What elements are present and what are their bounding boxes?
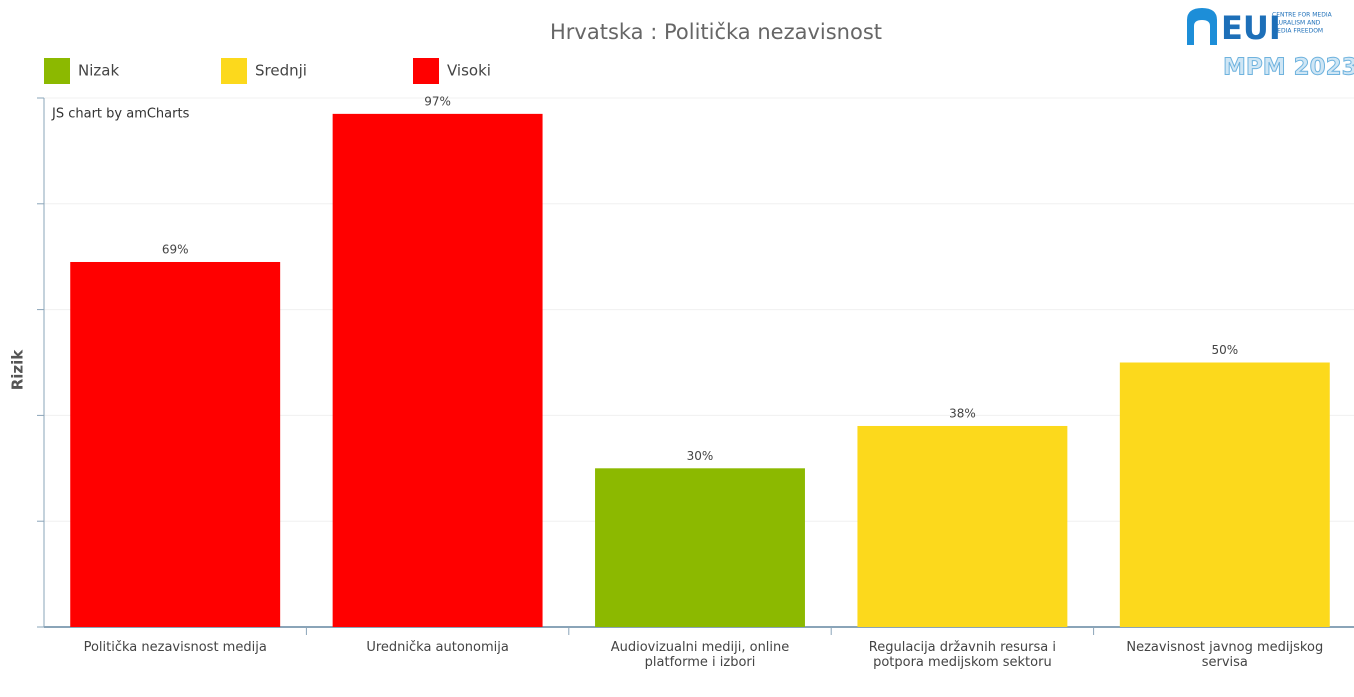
logo-line: MEDIA FREEDOM [1272,28,1323,35]
logo-line: CENTRE FOR MEDIA [1272,12,1333,19]
bar [332,113,543,628]
value-label: 38% [949,406,976,420]
x-tick-label: Regulacija državnih resursa i potpora me… [868,640,1056,670]
chart-title: Hrvatska : Politička nezavisnost [550,20,882,44]
value-label: 30% [687,449,714,463]
y-axis-label: Rizik [9,349,27,391]
bar [70,261,281,627]
credit: JS chart by amCharts [51,107,190,122]
value-label: 50% [1211,343,1238,357]
bar [595,468,805,627]
logo-edition: MPM 2023 [1223,55,1354,81]
logo-line: PLURALISM AND [1272,20,1321,27]
legend-swatch [221,58,247,84]
x-tick-label: Audiovizualni mediji, online platforme i… [610,640,790,670]
x-tick-label: Politička nezavisnost medija [83,640,267,655]
x-tick-label: Nezavisnost javnog medijskog servisa [1126,640,1324,670]
value-label: 97% [424,94,451,108]
legend-swatch [413,58,439,84]
legend-label: Visoki [447,62,491,80]
value-label: 69% [162,242,189,256]
legend-label: Nizak [78,62,119,80]
x-tick-label: Urednička autonomija [366,640,509,655]
legend-swatch [44,58,70,84]
logo-icon [1187,8,1217,45]
legend-label: Srednji [255,62,307,80]
bar [857,425,1068,627]
bar [1119,362,1330,627]
logo-name: EUI [1221,9,1281,47]
